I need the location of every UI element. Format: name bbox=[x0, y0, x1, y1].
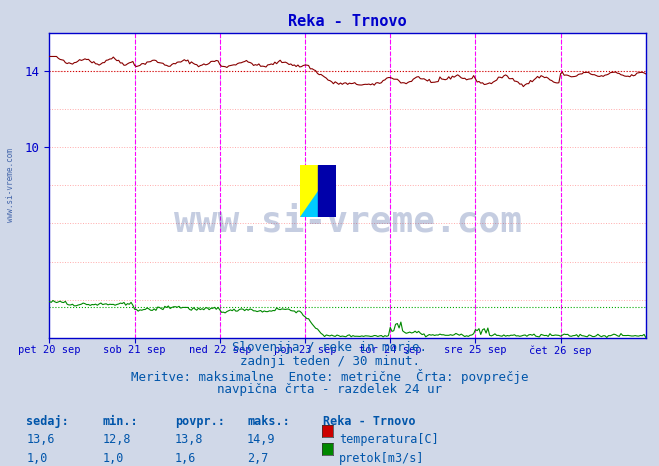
Text: pretok[m3/s]: pretok[m3/s] bbox=[339, 452, 424, 465]
Text: www.si-vreme.com: www.si-vreme.com bbox=[6, 148, 15, 222]
Text: maks.:: maks.: bbox=[247, 415, 290, 428]
Text: povpr.:: povpr.: bbox=[175, 415, 225, 428]
Text: sedaj:: sedaj: bbox=[26, 415, 69, 428]
Text: 1,6: 1,6 bbox=[175, 452, 196, 465]
Text: min.:: min.: bbox=[102, 415, 138, 428]
Text: 13,8: 13,8 bbox=[175, 433, 203, 446]
Text: 1,0: 1,0 bbox=[102, 452, 123, 465]
Text: 14,9: 14,9 bbox=[247, 433, 275, 446]
Text: temperatura[C]: temperatura[C] bbox=[339, 433, 438, 446]
Text: Meritve: maksimalne  Enote: metrične  Črta: povprečje: Meritve: maksimalne Enote: metrične Črta… bbox=[130, 369, 529, 384]
Polygon shape bbox=[300, 165, 336, 217]
Text: 1,0: 1,0 bbox=[26, 452, 47, 465]
Text: Slovenija / reke in morje.: Slovenija / reke in morje. bbox=[232, 341, 427, 354]
Text: 13,6: 13,6 bbox=[26, 433, 55, 446]
Text: navpična črta - razdelek 24 ur: navpična črta - razdelek 24 ur bbox=[217, 383, 442, 396]
Text: www.si-vreme.com: www.si-vreme.com bbox=[173, 205, 522, 239]
Polygon shape bbox=[300, 165, 336, 217]
Text: 12,8: 12,8 bbox=[102, 433, 130, 446]
Text: 2,7: 2,7 bbox=[247, 452, 268, 465]
Title: Reka - Trnovo: Reka - Trnovo bbox=[288, 14, 407, 29]
Text: zadnji teden / 30 minut.: zadnji teden / 30 minut. bbox=[239, 355, 420, 368]
Text: Reka - Trnovo: Reka - Trnovo bbox=[323, 415, 416, 428]
Polygon shape bbox=[318, 165, 336, 217]
